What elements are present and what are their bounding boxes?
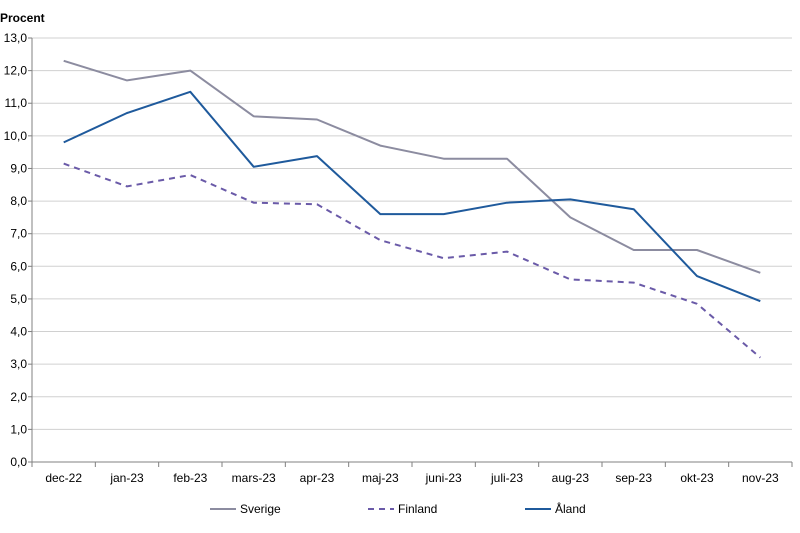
x-tick-label: aug-23 (552, 471, 590, 485)
y-axis-title: Procent (0, 11, 45, 25)
y-tick-label: 13,0 (4, 31, 28, 45)
x-tick-label: jan-23 (109, 471, 144, 485)
y-tick-label: 9,0 (10, 161, 27, 175)
y-tick-label: 12,0 (4, 64, 28, 78)
y-tick-labels: 0,0 1,0 2,0 3,0 4,0 5,0 6,0 7,0 8,0 9,0 10,0 11,0 12… (4, 31, 28, 469)
series-line-sverige (63, 59, 761, 274)
x-tick-label: dec-22 (45, 471, 82, 485)
y-tick-label: 3,0 (10, 357, 27, 371)
legend-label: Åland (555, 501, 586, 516)
x-tick-label: juli-23 (490, 471, 523, 485)
x-tick-label: maj-23 (362, 471, 399, 485)
x-tick-label: feb-23 (173, 471, 207, 485)
y-tick-label: 2,0 (10, 390, 27, 404)
series-lines (63, 59, 761, 359)
y-tick-label: 4,0 (10, 325, 27, 339)
y-tick-label: 0,0 (10, 455, 27, 469)
gridlines (32, 37, 792, 430)
x-tick-label: sep-23 (615, 471, 652, 485)
y-tick-label: 8,0 (10, 194, 27, 208)
x-tick-label: juni-23 (425, 471, 462, 485)
x-tick-label: okt-23 (680, 471, 714, 485)
y-tick-label: 10,0 (4, 129, 28, 143)
series-line-finland (63, 162, 761, 359)
y-tick-label: 7,0 (10, 227, 27, 241)
legend-label: Finland (398, 502, 437, 516)
y-tick-label: 1,0 (10, 422, 27, 436)
legend-label: Sverige (240, 502, 281, 516)
y-tick-label: 6,0 (10, 259, 27, 273)
x-tick-labels: dec-22 jan-23 feb-23 mars-23 apr-23 maj-23 jun… (45, 471, 779, 485)
y-tick-label: 11,0 (5, 96, 28, 110)
x-tick-label: mars-23 (232, 471, 276, 485)
legend: Sverige Finland Åland (210, 501, 586, 516)
y-tick-label: 5,0 (10, 292, 27, 306)
axes (28, 37, 793, 467)
x-tick-label: nov-23 (742, 471, 779, 485)
series-line-åland (63, 90, 761, 303)
x-tick-label: apr-23 (300, 471, 335, 485)
